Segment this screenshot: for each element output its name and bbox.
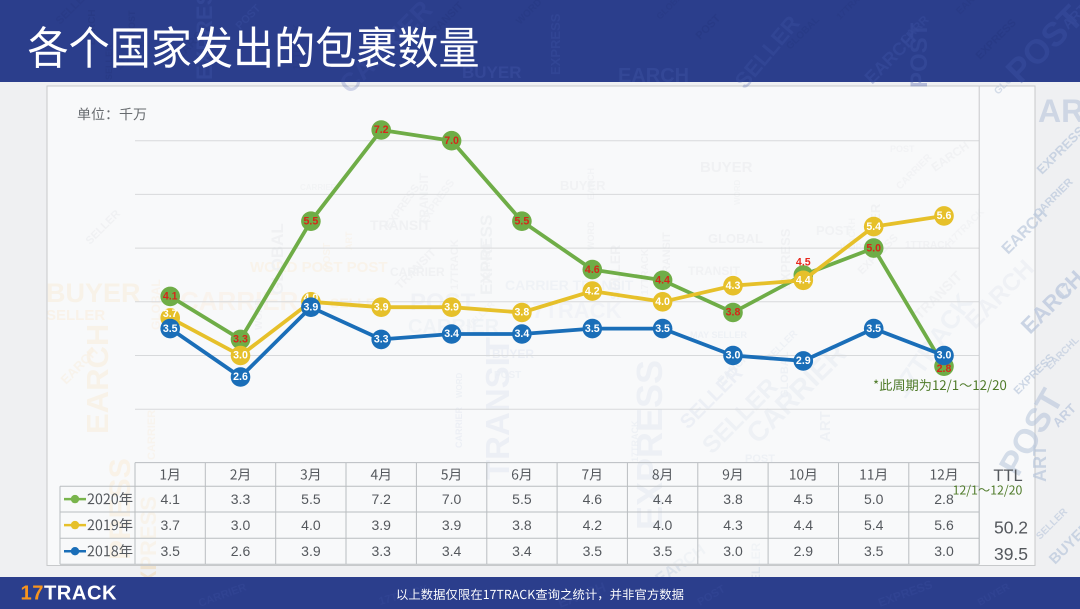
svg-text:2.9: 2.9 [794,543,814,559]
svg-text:POST: POST [127,10,137,35]
svg-text:2.6: 2.6 [233,371,248,383]
svg-text:7.2: 7.2 [374,124,389,136]
svg-text:3.0: 3.0 [723,543,743,559]
svg-text:5.5: 5.5 [512,491,532,507]
svg-text:3.0: 3.0 [937,350,952,362]
svg-text:3.3: 3.3 [233,334,248,346]
svg-text:EARCH: EARCH [618,65,689,87]
svg-text:POST: POST [906,22,933,88]
svg-text:3.3: 3.3 [231,491,251,507]
svg-text:5.5: 5.5 [515,215,530,227]
svg-text:3.8: 3.8 [512,517,532,533]
svg-text:4.5: 4.5 [796,257,811,269]
svg-text:3.7: 3.7 [163,308,178,320]
svg-text:2.6: 2.6 [231,543,251,559]
svg-text:2.9: 2.9 [796,355,811,367]
svg-text:3.9: 3.9 [374,301,389,313]
svg-text:5.0: 5.0 [864,491,884,507]
svg-text:3.5: 3.5 [655,323,670,335]
svg-text:4.3: 4.3 [723,517,743,533]
svg-text:3.9: 3.9 [442,517,462,533]
svg-text:3.0: 3.0 [726,350,741,362]
svg-text:SELLER: SELLER [104,44,114,80]
svg-text:5.6: 5.6 [934,517,954,533]
svg-text:3.0: 3.0 [233,350,248,362]
svg-text:2.8: 2.8 [937,363,952,375]
svg-text:4.0: 4.0 [655,296,670,308]
svg-text:BUYER: BUYER [462,63,522,82]
svg-text:4.3: 4.3 [726,280,741,292]
svg-text:3.4: 3.4 [512,543,532,559]
svg-text:3.7: 3.7 [160,517,180,533]
svg-text:4.4: 4.4 [796,275,811,287]
svg-text:3.8: 3.8 [723,491,743,507]
svg-text:ART: ART [1030,445,1050,482]
svg-text:4.4: 4.4 [655,275,670,287]
svg-text:5.6: 5.6 [937,210,952,222]
svg-text:EARCH: EARCH [87,9,98,45]
svg-text:4.6: 4.6 [583,491,603,507]
svg-text:TTL: TTL [993,467,1022,485]
svg-text:4.0: 4.0 [301,517,321,533]
svg-text:2.8: 2.8 [934,491,954,507]
svg-text:4.2: 4.2 [585,285,600,297]
svg-text:3.3: 3.3 [371,543,391,559]
svg-text:4.1: 4.1 [163,291,178,303]
svg-text:3.5: 3.5 [585,323,600,335]
svg-text:3.4: 3.4 [442,543,462,559]
svg-text:39.5: 39.5 [994,544,1028,564]
svg-text:4.2: 4.2 [583,517,603,533]
svg-text:3.9: 3.9 [304,301,319,313]
svg-text:EXPRESS: EXPRESS [548,13,563,75]
svg-text:3.3: 3.3 [374,334,389,346]
svg-text:5.5: 5.5 [301,491,321,507]
svg-text:3.5: 3.5 [163,323,178,335]
svg-text:4.4: 4.4 [653,491,673,507]
svg-text:4.5: 4.5 [794,491,814,507]
svg-text:3.5: 3.5 [866,323,881,335]
svg-text:3.9: 3.9 [444,301,459,313]
svg-text:17TRACK: 17TRACK [292,23,303,70]
svg-text:5.4: 5.4 [866,221,881,233]
svg-text:5.0: 5.0 [866,242,881,254]
svg-text:3.5: 3.5 [583,543,603,559]
svg-text:7.2: 7.2 [371,491,391,507]
svg-text:3.9: 3.9 [371,517,391,533]
svg-text:3.5: 3.5 [864,543,884,559]
svg-text:7.0: 7.0 [442,491,462,507]
svg-text:5.5: 5.5 [304,215,319,227]
svg-text:3.9: 3.9 [301,543,321,559]
svg-text:3.4: 3.4 [444,328,459,340]
svg-text:17TRACK: 17TRACK [21,583,118,605]
svg-text:4.6: 4.6 [585,264,600,276]
svg-text:3.0: 3.0 [231,517,251,533]
svg-text:50.2: 50.2 [994,518,1028,538]
svg-text:3.8: 3.8 [515,307,530,319]
svg-text:3.5: 3.5 [653,543,673,559]
svg-text:7.0: 7.0 [444,135,459,147]
svg-text:ART: ART [1038,93,1080,129]
svg-text:4.0: 4.0 [653,517,673,533]
svg-text:3.4: 3.4 [515,328,530,340]
svg-text:4.4: 4.4 [794,517,814,533]
svg-text:3.0: 3.0 [934,543,954,559]
svg-text:3.8: 3.8 [726,307,741,319]
svg-text:3.5: 3.5 [160,543,180,559]
svg-text:5.4: 5.4 [864,517,884,533]
svg-text:4.1: 4.1 [160,491,180,507]
